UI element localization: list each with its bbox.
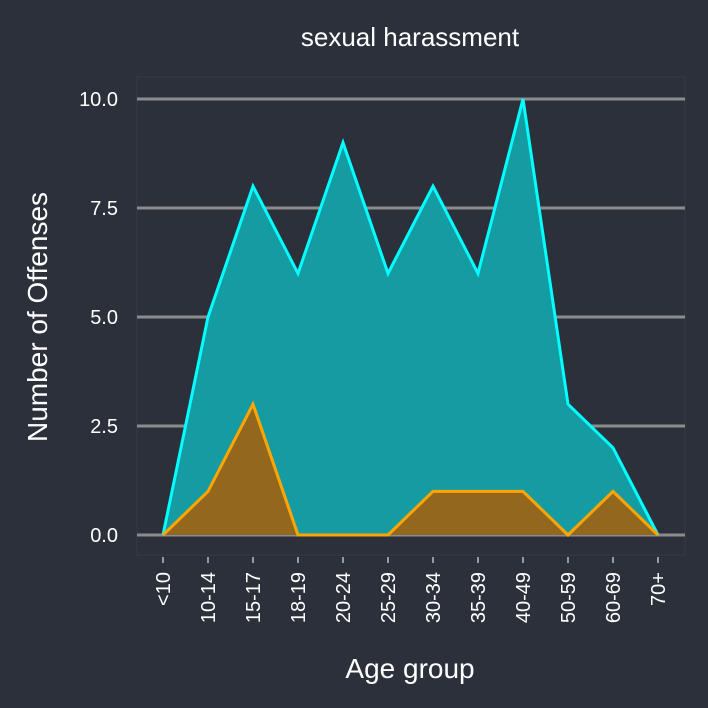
x-tick-label: 40-49	[513, 572, 535, 623]
area-series-group	[161, 98, 660, 538]
y-tick-label: 10.0	[79, 89, 118, 111]
series-1-fill	[163, 404, 658, 535]
series-0-line	[161, 98, 660, 536]
series-0-fill	[163, 99, 658, 535]
series-1-line	[161, 400, 660, 538]
x-tick-label: 20-24	[333, 572, 355, 623]
x-tick-label: 50-59	[558, 572, 580, 623]
x-tick-label: 25-29	[378, 572, 400, 623]
x-tick-label: 10-14	[198, 572, 220, 623]
y-tick-label: 2.5	[90, 416, 118, 438]
x-tick-label: 35-39	[468, 572, 490, 623]
x-tick-label: <10	[153, 572, 175, 606]
x-tick-label: 60-69	[603, 572, 625, 623]
y-tick-label: 0.0	[90, 525, 118, 547]
x-tick-label: 30-34	[423, 572, 445, 623]
y-axis-label: Number of Offenses	[22, 192, 53, 442]
x-tick-label: 15-17	[243, 572, 265, 623]
y-tick-label: 7.5	[90, 198, 118, 220]
x-tick-label: 18-19	[288, 572, 310, 623]
chart-title: sexual harassment	[301, 22, 520, 52]
y-tick-label: 5.0	[90, 307, 118, 329]
x-tick-label: 70+	[648, 572, 670, 606]
x-axis-label: Age group	[345, 653, 474, 684]
x-tick-labels: <10 10-14 15-17 18-19 20-24 25-29 30-34 35-39 40…	[153, 557, 670, 623]
y-tick-labels: 0.0 2.5 5.0 7.5 10.0	[79, 89, 118, 547]
